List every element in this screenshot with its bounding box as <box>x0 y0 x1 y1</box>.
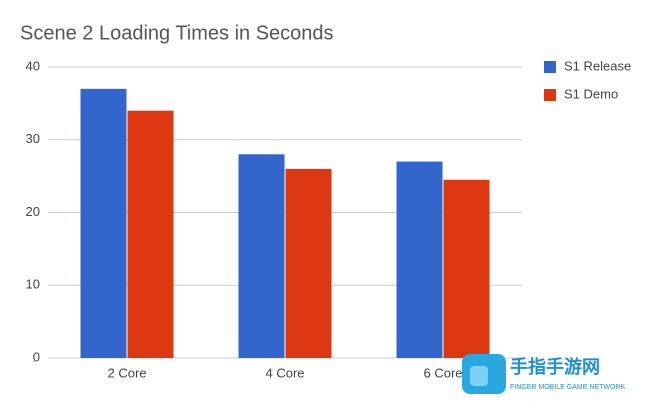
watermark-icon-part <box>470 366 488 386</box>
bar <box>396 161 443 358</box>
legend-swatch <box>544 61 556 73</box>
bar <box>238 154 285 358</box>
legend-label: S1 Demo <box>564 86 618 101</box>
y-tick-label: 40 <box>26 58 40 73</box>
y-tick-label: 0 <box>33 349 40 364</box>
y-tick-label: 20 <box>26 204 40 219</box>
y-tick-label: 30 <box>26 131 40 146</box>
x-tick-label: 4 Core <box>265 365 304 380</box>
bar <box>127 110 174 359</box>
x-tick-label: 2 Core <box>107 365 146 380</box>
bar <box>80 88 127 358</box>
watermark: 手指手游网 FINGER MOBILE GAME NETWORK <box>462 354 625 394</box>
watermark-title: 手指手游网 <box>510 356 600 377</box>
y-tick-label: 10 <box>26 277 40 292</box>
bar <box>443 179 490 358</box>
legend-swatch <box>544 89 556 101</box>
chart-title: Scene 2 Loading Times in Seconds <box>20 22 334 44</box>
x-tick-label: 6 Core <box>423 365 462 380</box>
watermark-subtitle: FINGER MOBILE GAME NETWORK <box>510 384 625 391</box>
legend-label: S1 Release <box>564 58 631 73</box>
bar <box>285 168 332 358</box>
